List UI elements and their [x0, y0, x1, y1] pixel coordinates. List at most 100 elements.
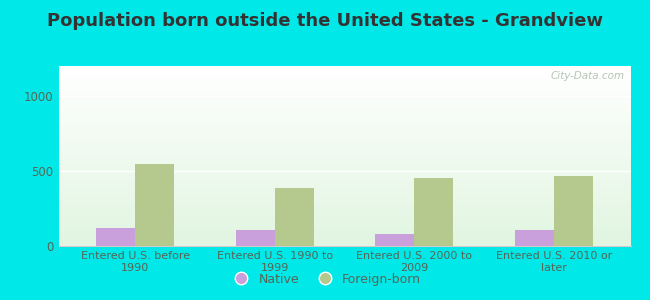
Bar	[58, 133, 630, 134]
Bar	[58, 87, 630, 88]
Bar	[58, 199, 630, 200]
Bar	[58, 209, 630, 210]
Bar	[58, 214, 630, 215]
Bar	[58, 197, 630, 198]
Bar	[58, 241, 630, 242]
Bar	[58, 71, 630, 72]
Bar	[58, 68, 630, 69]
Bar	[58, 156, 630, 157]
Bar	[58, 162, 630, 163]
Bar	[554, 176, 593, 246]
Bar	[58, 99, 630, 100]
Bar	[58, 181, 630, 182]
Bar	[58, 184, 630, 185]
Bar	[58, 155, 630, 156]
Bar	[58, 96, 630, 97]
Bar	[58, 202, 630, 203]
Bar	[58, 176, 630, 177]
Bar	[58, 169, 630, 170]
Bar	[58, 208, 630, 209]
Bar	[58, 188, 630, 189]
Bar	[58, 160, 630, 161]
Bar	[58, 168, 630, 169]
Bar	[58, 148, 630, 149]
Bar	[58, 236, 630, 237]
Bar	[58, 177, 630, 178]
Bar	[58, 115, 630, 116]
Bar	[58, 126, 630, 127]
Bar	[58, 218, 630, 219]
Bar	[58, 121, 630, 122]
Bar	[58, 136, 630, 137]
Bar	[58, 135, 630, 136]
Bar	[58, 128, 630, 129]
Bar	[58, 92, 630, 93]
Bar	[58, 132, 630, 133]
Bar	[58, 245, 630, 246]
Bar	[58, 76, 630, 77]
Bar	[58, 84, 630, 85]
Bar	[58, 117, 630, 118]
Bar	[58, 86, 630, 87]
Bar	[58, 173, 630, 174]
Bar	[58, 73, 630, 74]
Bar	[58, 185, 630, 186]
Bar	[58, 212, 630, 213]
Bar	[58, 194, 630, 195]
Bar	[58, 166, 630, 167]
Bar	[58, 125, 630, 126]
Bar	[58, 88, 630, 89]
Bar	[58, 234, 630, 235]
Bar	[96, 228, 135, 246]
Bar	[58, 196, 630, 197]
Bar	[58, 192, 630, 193]
Bar	[58, 230, 630, 231]
Bar	[58, 171, 630, 172]
Bar	[58, 142, 630, 143]
Bar	[58, 204, 630, 205]
Bar	[58, 122, 630, 123]
Bar	[58, 221, 630, 222]
Bar	[58, 81, 630, 82]
Bar	[58, 179, 630, 180]
Bar	[58, 145, 630, 146]
Bar	[58, 193, 630, 194]
Bar	[58, 131, 630, 132]
Bar	[58, 98, 630, 99]
Bar	[236, 230, 275, 246]
Bar	[58, 229, 630, 230]
Bar	[58, 90, 630, 91]
Bar	[58, 200, 630, 201]
Bar	[58, 124, 630, 125]
Bar	[58, 119, 630, 120]
Bar	[58, 107, 630, 108]
Bar	[58, 211, 630, 212]
Bar	[58, 232, 630, 233]
Bar	[58, 175, 630, 176]
Bar	[58, 244, 630, 245]
Bar	[58, 182, 630, 183]
Bar	[58, 158, 630, 159]
Bar	[375, 234, 414, 246]
Bar	[58, 140, 630, 141]
Bar	[58, 203, 630, 204]
Bar	[58, 101, 630, 102]
Bar	[58, 139, 630, 140]
Bar	[58, 146, 630, 147]
Bar	[58, 222, 630, 223]
Bar	[58, 89, 630, 90]
Bar	[58, 172, 630, 173]
Bar	[58, 242, 630, 243]
Bar	[58, 97, 630, 98]
Bar	[58, 240, 630, 241]
Bar	[58, 189, 630, 190]
Bar	[58, 102, 630, 103]
Bar	[58, 191, 630, 192]
Text: City-Data.com: City-Data.com	[551, 71, 625, 81]
Bar	[58, 94, 630, 95]
Bar	[58, 210, 630, 211]
Bar	[58, 213, 630, 214]
Bar	[58, 201, 630, 202]
Bar	[58, 103, 630, 104]
Bar	[58, 120, 630, 121]
